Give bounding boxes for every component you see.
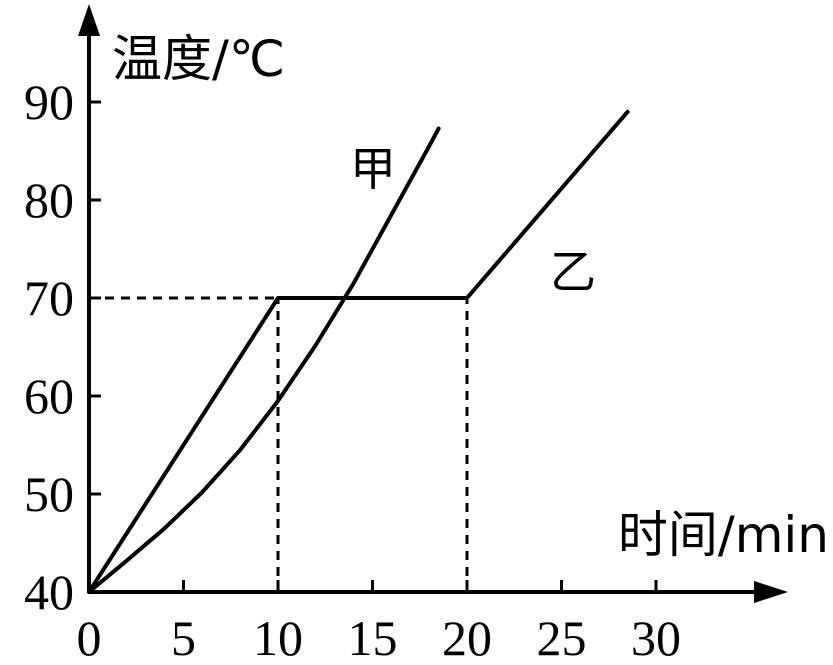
x-axis-title: 时间/min [618, 506, 829, 564]
y-tick-label: 90 [24, 74, 74, 130]
series-group [87, 109, 630, 594]
reference-lines [89, 296, 469, 592]
y-tick-label: 50 [24, 466, 74, 522]
y-tick-label: 70 [24, 270, 74, 326]
x-axis-arrow-icon [754, 581, 788, 603]
y-ticks: 40 50 60 70 80 90 [24, 74, 101, 620]
series-label-jia: 甲 [350, 142, 396, 196]
series-label-yi: 乙 [550, 245, 596, 299]
x-tick-label: 15 [348, 610, 398, 665]
y-axis-arrow-icon [78, 4, 100, 36]
y-tick-label: 80 [24, 172, 74, 228]
series-line-jia [87, 126, 441, 594]
x-tick-label: 30 [631, 610, 681, 665]
y-tick-label: 60 [24, 368, 74, 424]
x-tick-label: 5 [171, 610, 196, 665]
x-tick-label: 20 [442, 610, 492, 665]
x-ticks: 0 5 10 15 20 25 30 [77, 580, 681, 665]
x-tick-label: 10 [253, 610, 303, 665]
x-tick-label: 0 [77, 610, 102, 665]
series-line-yi [87, 109, 630, 594]
y-tick-label: 40 [24, 564, 74, 620]
x-tick-label: 25 [537, 610, 587, 665]
y-axis-title: 温度/℃ [112, 30, 285, 88]
